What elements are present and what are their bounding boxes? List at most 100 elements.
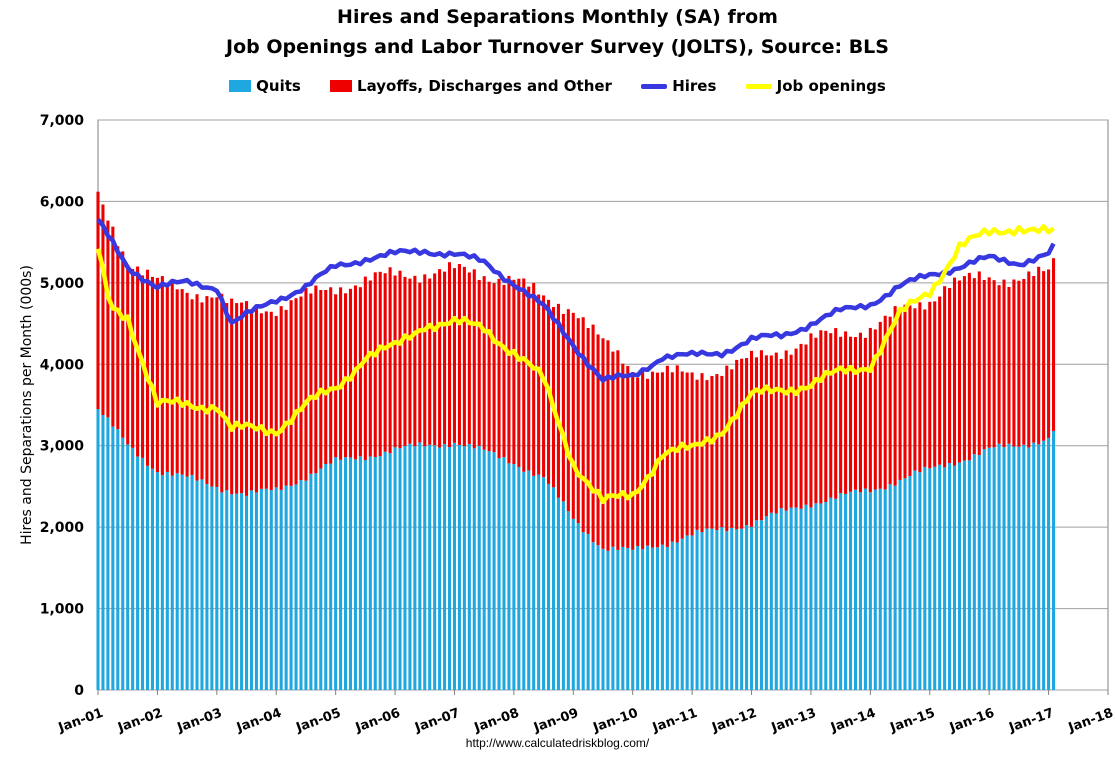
bar-quits	[566, 511, 570, 690]
bar-quits	[418, 442, 422, 690]
bar-layoffs	[705, 380, 709, 529]
bar-layoffs	[690, 372, 694, 536]
bar-quits	[893, 485, 897, 690]
bar-layoffs	[497, 278, 501, 459]
bar-quits	[309, 473, 313, 690]
bar-quits	[948, 463, 952, 690]
bar-quits	[383, 451, 387, 690]
bar-quits	[868, 492, 872, 690]
bar-layoffs	[720, 375, 724, 528]
bar-layoffs	[1002, 279, 1006, 448]
bar-quits	[591, 542, 595, 690]
bar-layoffs	[383, 273, 387, 452]
bar-quits	[180, 474, 184, 690]
bar-quits	[344, 457, 348, 690]
bar-layoffs	[794, 348, 798, 508]
bar-layoffs	[1017, 280, 1021, 447]
bar-layoffs	[977, 271, 981, 456]
bar-layoffs	[957, 280, 962, 463]
bar-layoffs	[180, 289, 184, 475]
bar-quits	[358, 456, 362, 690]
bar-layoffs	[1052, 258, 1056, 431]
bar-layoffs	[373, 272, 377, 458]
bar-quits	[537, 474, 541, 690]
bar-quits	[626, 547, 630, 690]
bar-quits	[680, 538, 684, 690]
x-tick-label: Jan-04	[234, 706, 284, 736]
bar-quits	[121, 437, 125, 690]
x-tick-label: Jan-15	[887, 706, 937, 736]
bar-quits	[279, 489, 283, 690]
bar-quits	[116, 429, 120, 690]
bar-layoffs	[675, 365, 679, 543]
bar-quits	[740, 528, 744, 690]
bar-layoffs	[938, 296, 942, 465]
bar-quits	[527, 470, 531, 690]
bar-layoffs	[512, 279, 516, 465]
bar-quits	[898, 479, 902, 690]
bar-quits	[274, 487, 278, 690]
bar-layoffs	[329, 287, 333, 464]
bar-quits	[665, 546, 669, 690]
bar-layoffs	[824, 330, 828, 503]
bar-layoffs	[715, 374, 719, 531]
bar-quits	[185, 476, 189, 690]
bar-quits	[779, 508, 783, 690]
bar-quits	[398, 448, 402, 690]
bar-layoffs	[121, 251, 125, 438]
bar-layoffs	[230, 298, 234, 495]
bar-layoffs	[591, 324, 595, 543]
bar-quits	[977, 455, 981, 690]
bar-layoffs	[131, 268, 135, 448]
bar-layoffs	[284, 309, 288, 486]
bar-quits	[849, 491, 853, 690]
legend-swatch-quits	[229, 80, 252, 92]
bar-layoffs	[408, 278, 412, 444]
bar-quits	[502, 457, 506, 690]
bar-quits	[254, 492, 258, 690]
bar-quits	[96, 409, 100, 690]
bar-quits	[294, 484, 298, 690]
bar-layoffs	[111, 226, 115, 427]
bar-quits	[754, 520, 759, 690]
legend-label-layoffs: Layoffs, Discharges and Other	[357, 76, 612, 95]
bar-quits	[720, 527, 724, 690]
bar-quits	[1017, 446, 1021, 690]
bar-layoffs	[730, 369, 734, 528]
bar-quits	[1002, 447, 1006, 690]
bar-layoffs	[443, 271, 447, 444]
bar-quits	[220, 492, 224, 690]
bar-layoffs	[665, 365, 669, 547]
bar-quits	[943, 467, 947, 690]
bar-layoffs	[611, 351, 615, 547]
bar-quits	[235, 493, 239, 690]
x-tick-label: Jan-01	[56, 706, 106, 736]
bar-layoffs	[136, 266, 140, 457]
bar-quits	[522, 471, 526, 690]
bar-quits	[339, 459, 343, 690]
bar-quits	[745, 525, 749, 690]
legend-item-layoffs: Layoffs, Discharges and Other	[330, 77, 612, 95]
bar-quits	[126, 444, 130, 690]
bar-quits	[408, 443, 412, 690]
x-tick-label: Jan-13	[769, 706, 819, 736]
bar-quits	[289, 485, 293, 690]
bar-layoffs	[452, 268, 457, 443]
bar-layoffs	[170, 279, 174, 476]
x-tick-label: Jan-10	[590, 706, 640, 736]
bar-quits	[438, 447, 442, 690]
bar-quits	[195, 480, 199, 690]
bar-layoffs	[893, 306, 897, 486]
bar-quits	[646, 545, 650, 690]
bar-quits	[784, 510, 788, 690]
bar-layoffs	[556, 303, 560, 498]
bar-quits	[482, 449, 486, 690]
bar-quits	[903, 478, 907, 690]
bar-layoffs	[502, 284, 506, 458]
bar-quits	[512, 464, 516, 690]
line-hires	[96, 218, 1056, 383]
x-tick-label: Jan-05	[293, 706, 343, 736]
bar-layoffs	[145, 269, 150, 466]
bar-layoffs	[433, 273, 437, 446]
bar-layoffs	[527, 286, 531, 471]
